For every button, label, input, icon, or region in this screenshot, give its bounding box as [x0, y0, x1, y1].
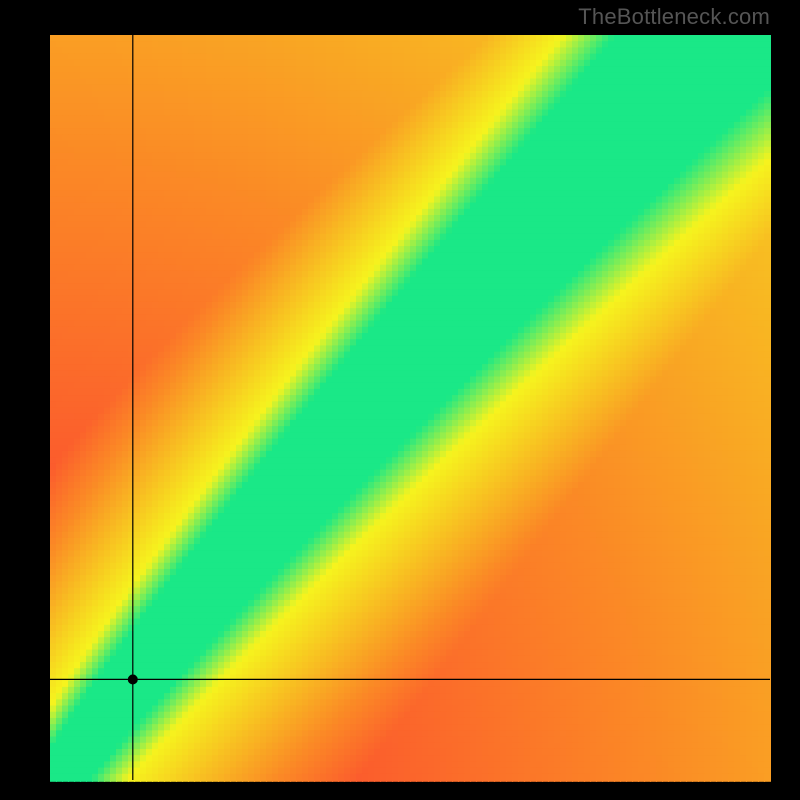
- chart-container: TheBottleneck.com: [0, 0, 800, 800]
- bottleneck-heatmap: [0, 0, 800, 800]
- watermark-label: TheBottleneck.com: [578, 4, 770, 30]
